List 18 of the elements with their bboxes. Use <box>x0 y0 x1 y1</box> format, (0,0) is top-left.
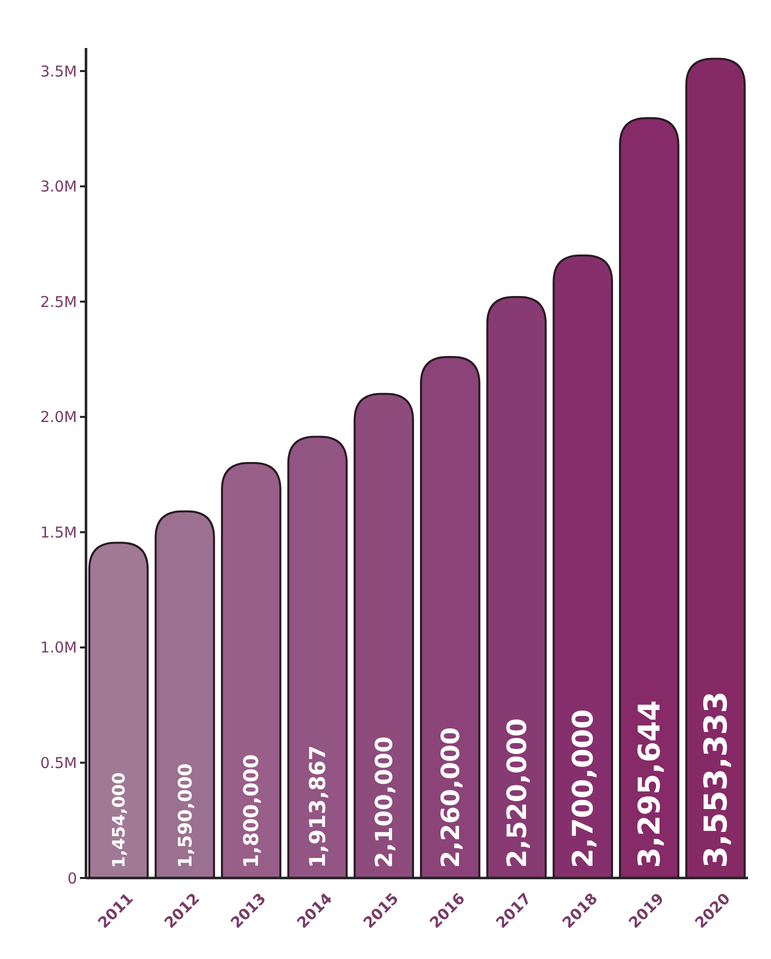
data-label: 2,100,000 <box>370 736 398 868</box>
y-tick-label: 0.5M <box>40 754 77 772</box>
data-label: 3,553,333 <box>698 691 734 868</box>
y-tick-label: 0 <box>67 869 77 888</box>
y-tick-label: 1.5M <box>40 523 77 542</box>
y-tick-label: 3.5M <box>40 62 77 80</box>
data-label: 3,295,644 <box>632 700 668 868</box>
y-tick-label: 3.0M <box>40 178 77 196</box>
data-label: 1,454,000 <box>109 772 130 868</box>
y-tick-label: 1.0M <box>40 638 77 657</box>
y-tick-label: 2.5M <box>40 292 77 311</box>
data-label: 1,913,867 <box>306 745 332 868</box>
data-label: 2,700,000 <box>566 709 600 868</box>
data-label: 2,520,000 <box>502 718 533 868</box>
data-label: 1,590,000 <box>175 763 196 868</box>
data-label: 2,260,000 <box>436 727 465 868</box>
y-tick-label: 2.0M <box>40 408 77 426</box>
data-label: 1,800,000 <box>239 754 264 868</box>
